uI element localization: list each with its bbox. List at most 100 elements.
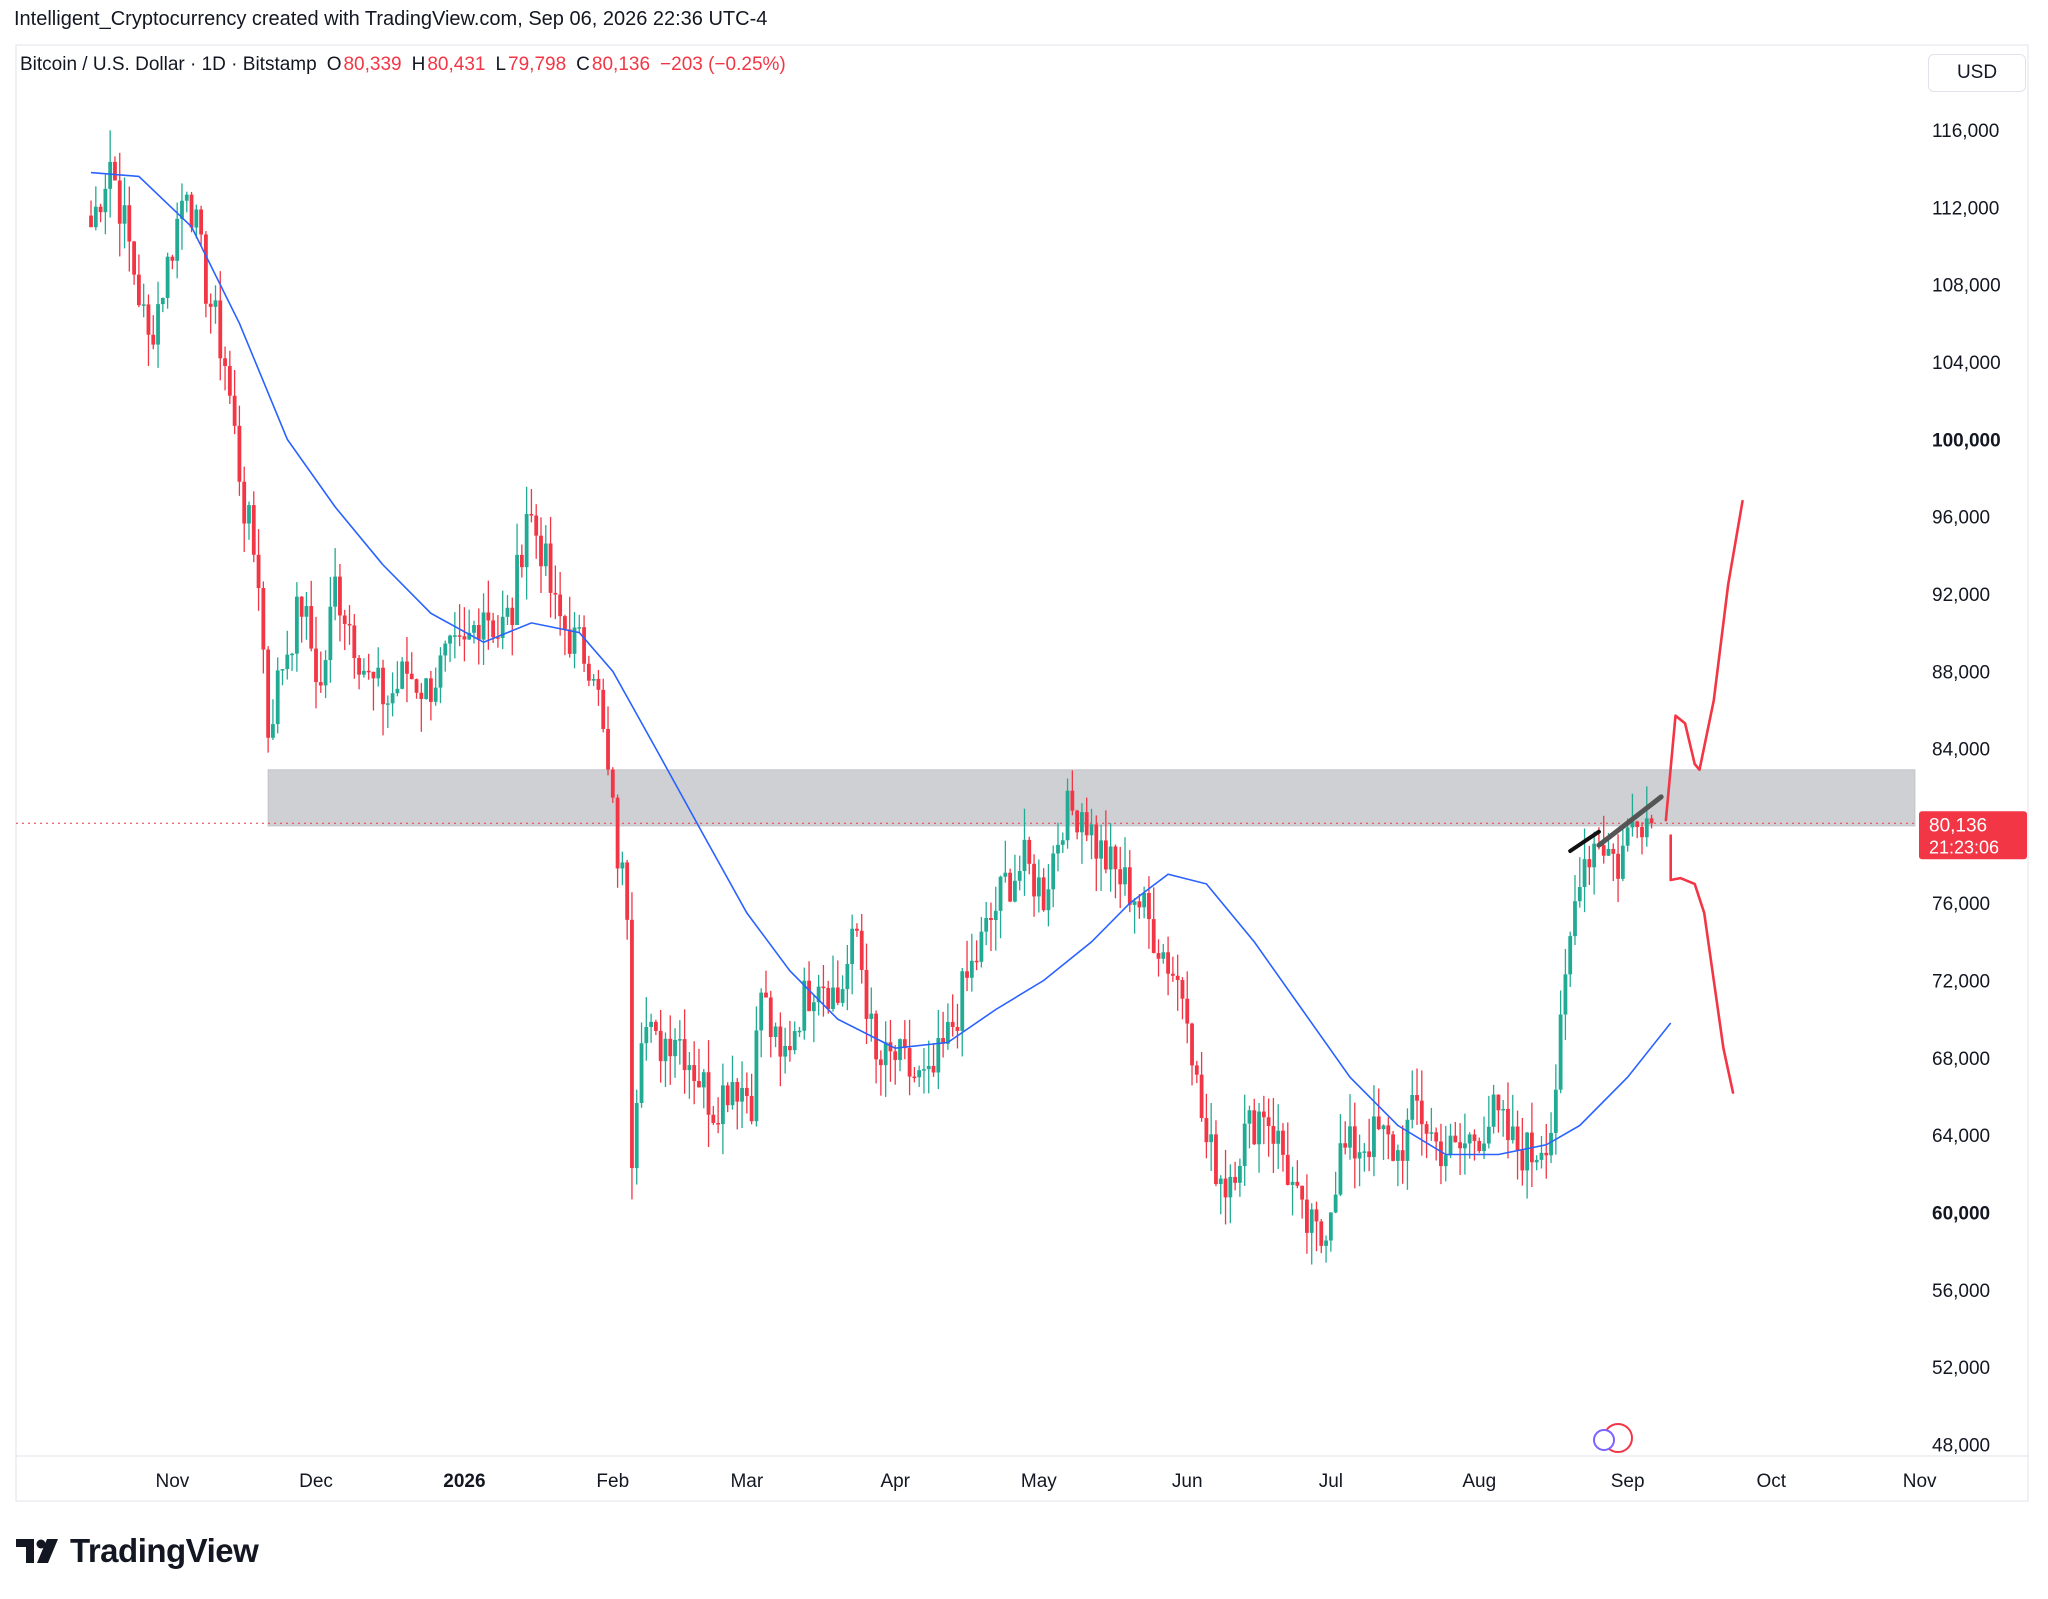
candle-body bbox=[1386, 1125, 1391, 1135]
candle-body bbox=[1046, 889, 1051, 911]
candle-body bbox=[1017, 871, 1022, 881]
candle-body bbox=[864, 969, 869, 1019]
trendline-gray bbox=[1596, 794, 1664, 848]
candle-body bbox=[1563, 974, 1568, 1015]
candle-body bbox=[926, 1065, 931, 1070]
candle-body bbox=[811, 1002, 816, 1012]
candle-body bbox=[1170, 973, 1175, 976]
candle-body bbox=[175, 218, 180, 261]
candle-body bbox=[467, 632, 472, 640]
candle-body bbox=[835, 987, 840, 1003]
candle-body bbox=[615, 797, 620, 869]
candle-body bbox=[543, 543, 548, 567]
candle-body bbox=[1175, 975, 1180, 981]
candle-body bbox=[103, 188, 108, 213]
candle-body bbox=[1271, 1126, 1276, 1144]
candle-body bbox=[1281, 1130, 1285, 1155]
candle-body bbox=[1233, 1176, 1238, 1183]
moving-average-line bbox=[90, 171, 1672, 1156]
candle-body bbox=[912, 1076, 917, 1079]
candle-body bbox=[577, 627, 582, 629]
candle-body bbox=[227, 366, 232, 396]
candle-body bbox=[1606, 848, 1611, 856]
candle-body bbox=[792, 1031, 797, 1051]
candle-body bbox=[1477, 1140, 1482, 1152]
candle-body bbox=[1496, 1094, 1501, 1111]
candle-body bbox=[1635, 821, 1640, 828]
candle-body bbox=[572, 627, 577, 654]
candle-body bbox=[93, 206, 98, 228]
candle-body bbox=[658, 1030, 663, 1062]
candle-body bbox=[1429, 1132, 1434, 1134]
candle-body bbox=[1022, 839, 1027, 872]
candle-body bbox=[1410, 1095, 1415, 1120]
candle-body bbox=[1214, 1134, 1218, 1184]
y-tick-label: 72,000 bbox=[1932, 972, 1990, 993]
candle-body bbox=[1247, 1110, 1252, 1124]
candle-body bbox=[807, 980, 811, 1012]
candle-body bbox=[788, 1046, 792, 1051]
candle-body bbox=[907, 1048, 912, 1077]
candle-body bbox=[1376, 1116, 1381, 1130]
y-tick-label: 76,000 bbox=[1932, 894, 1990, 915]
candle-body bbox=[405, 661, 409, 674]
candle-body bbox=[1065, 790, 1070, 841]
x-tick-label: Nov bbox=[1903, 1471, 1937, 1492]
ohlc-close: C 80,136 bbox=[576, 54, 651, 75]
candle-body bbox=[711, 1114, 716, 1124]
ohlc-high: H 80,431 bbox=[411, 54, 486, 75]
candle-body bbox=[1372, 1116, 1376, 1158]
candle-body bbox=[1482, 1143, 1486, 1152]
candle-body bbox=[1142, 893, 1147, 908]
y-tick-label: 108,000 bbox=[1932, 276, 2001, 297]
candle-body bbox=[515, 554, 519, 625]
candle-body bbox=[1630, 821, 1635, 828]
candle-body bbox=[242, 481, 247, 524]
candle-body bbox=[697, 1081, 701, 1088]
candle-body bbox=[309, 606, 314, 649]
candle-body bbox=[845, 964, 850, 990]
candle-body bbox=[893, 1051, 898, 1060]
candle-body bbox=[591, 678, 596, 681]
candle-body bbox=[1357, 1152, 1362, 1159]
candle-body bbox=[1549, 1132, 1553, 1156]
candle-body bbox=[1051, 853, 1056, 890]
ohlc-change: −203 (−0.25%) bbox=[660, 54, 786, 75]
candle-body bbox=[318, 682, 323, 686]
currency-button[interactable]: USD bbox=[1928, 54, 2026, 92]
candle-body bbox=[1223, 1178, 1228, 1198]
candle-body bbox=[1084, 812, 1089, 836]
candle-body bbox=[1036, 877, 1041, 897]
candle-body bbox=[519, 554, 524, 568]
x-tick-label: Aug bbox=[1462, 1471, 1496, 1492]
candle-body bbox=[366, 670, 371, 673]
candle-body bbox=[1616, 853, 1620, 879]
candle-body bbox=[505, 607, 510, 617]
price-badge-value: 80,136 bbox=[1929, 815, 1987, 836]
candle-body bbox=[89, 215, 93, 228]
chart-caption: Intelligent_Cryptocurrency created with … bbox=[14, 8, 768, 30]
y-tick-label: 60,000 bbox=[1932, 1203, 1990, 1224]
candle-body bbox=[261, 588, 266, 650]
candle-body bbox=[1601, 845, 1606, 856]
y-tick-label: 64,000 bbox=[1932, 1126, 1990, 1147]
candle-body bbox=[883, 1042, 888, 1066]
symbol-title[interactable]: Bitcoin / U.S. Dollar · 1D · Bitstamp bbox=[20, 54, 317, 75]
candle-body bbox=[826, 987, 831, 1009]
candle-body bbox=[1506, 1108, 1510, 1141]
candle-body bbox=[1089, 824, 1094, 836]
candle-body bbox=[979, 931, 984, 962]
candle-body bbox=[630, 919, 634, 1169]
candle-body bbox=[1166, 952, 1170, 974]
candle-body bbox=[931, 1065, 936, 1073]
candle-body bbox=[1237, 1165, 1242, 1183]
chart-frame bbox=[15, 44, 2029, 1502]
candle-body bbox=[1060, 840, 1065, 845]
candle-body bbox=[204, 234, 208, 304]
candle-body bbox=[1472, 1134, 1477, 1141]
candle-body bbox=[180, 200, 184, 219]
candle-body bbox=[357, 658, 361, 675]
tradingview-logo[interactable]: TradingView bbox=[16, 1532, 259, 1570]
candle-body bbox=[1314, 1209, 1319, 1222]
